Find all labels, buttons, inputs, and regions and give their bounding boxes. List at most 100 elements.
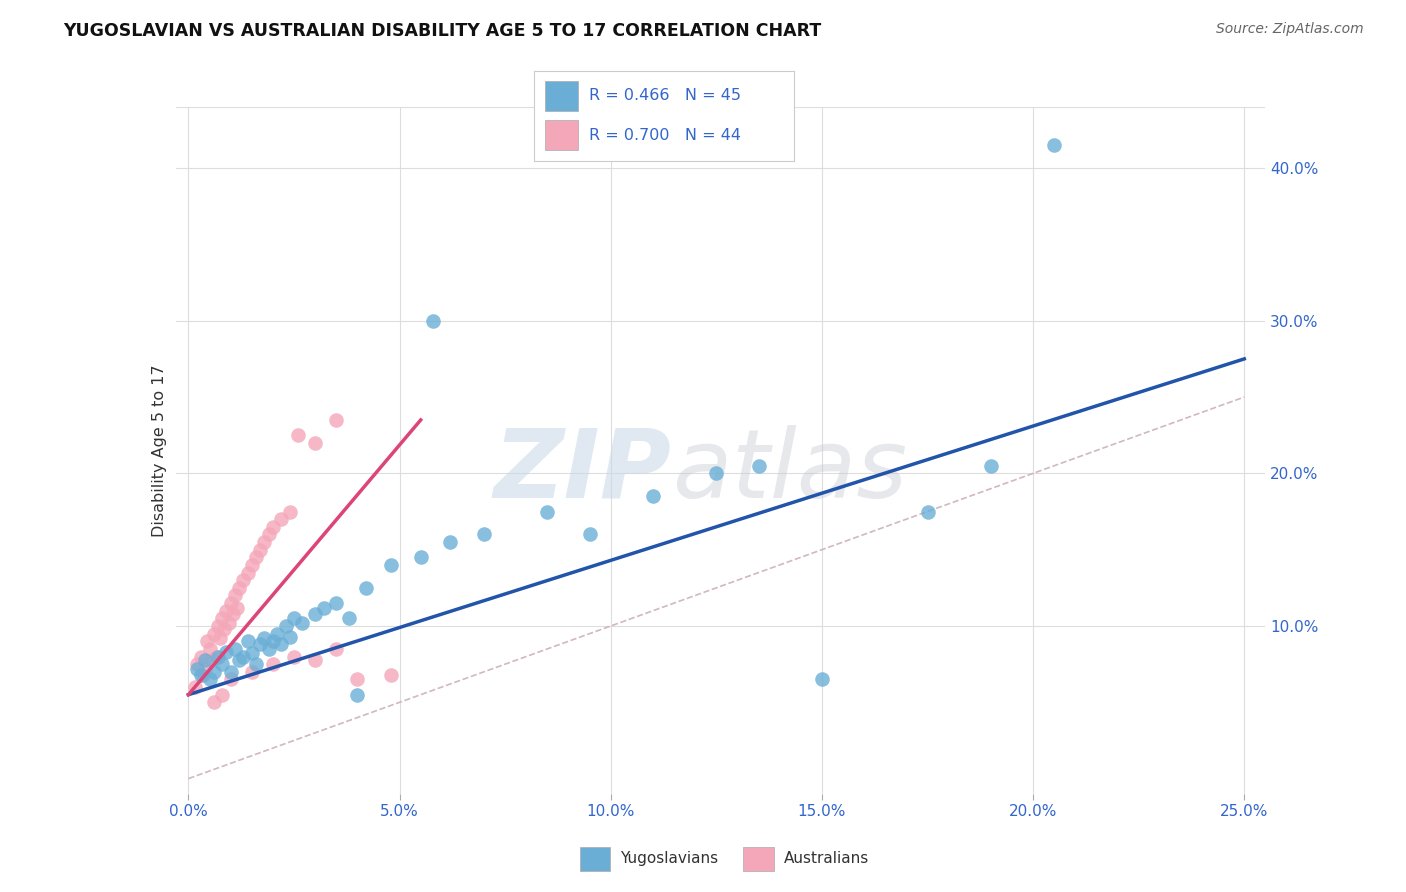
Point (240, 647, 263, 661)
Bar (544, 81, 578, 111)
Point (201, 652, 224, 666)
Point (184, 680, 207, 694)
Point (287, 428, 309, 442)
Point (219, 665, 242, 679)
Point (205, 649, 228, 664)
Point (380, 558, 402, 572)
Point (354, 581, 377, 595)
Point (274, 619, 297, 633)
Point (262, 520, 284, 534)
Text: R = 0.700   N = 44: R = 0.700 N = 44 (589, 128, 741, 143)
Point (240, 558, 263, 572)
Point (211, 657, 233, 672)
Point (1043, 138, 1066, 153)
Point (222, 607, 245, 621)
Point (266, 626, 288, 640)
Point (304, 607, 326, 621)
Point (262, 634, 284, 648)
Point (215, 604, 238, 618)
Point (283, 611, 305, 625)
Point (325, 413, 347, 427)
Point (304, 652, 326, 666)
Point (472, 527, 495, 541)
Point (236, 634, 259, 648)
Point (257, 641, 280, 656)
Bar (544, 120, 578, 150)
Point (304, 435, 326, 450)
Point (249, 542, 271, 557)
Point (209, 631, 232, 645)
Point (325, 641, 347, 656)
Point (193, 668, 215, 682)
Point (219, 673, 242, 687)
Point (245, 550, 267, 565)
Text: Source: ZipAtlas.com: Source: ZipAtlas.com (1216, 22, 1364, 37)
Point (283, 649, 305, 664)
Point (980, 458, 1002, 473)
Point (278, 630, 301, 644)
Bar (744, 847, 775, 871)
Point (346, 688, 368, 702)
Point (198, 641, 221, 656)
Point (641, 489, 664, 503)
Point (236, 566, 259, 580)
Point (228, 581, 250, 595)
Text: atlas: atlas (672, 425, 907, 517)
Point (215, 645, 238, 659)
Point (704, 467, 727, 481)
Point (262, 657, 284, 672)
Point (211, 611, 233, 625)
Point (249, 637, 271, 651)
Text: R = 0.466   N = 45: R = 0.466 N = 45 (589, 88, 741, 103)
Text: ZIP: ZIP (494, 425, 672, 517)
Point (253, 535, 276, 549)
Point (337, 611, 360, 625)
Point (197, 634, 219, 648)
Bar (579, 847, 610, 871)
Point (422, 314, 444, 328)
Point (325, 596, 347, 610)
Point (380, 668, 402, 682)
Point (186, 662, 208, 676)
Point (253, 631, 276, 645)
Point (202, 626, 225, 640)
Text: Australians: Australians (783, 851, 869, 866)
Point (224, 589, 246, 603)
Point (202, 695, 225, 709)
Point (226, 600, 249, 615)
Point (270, 512, 292, 526)
Y-axis label: Disability Age 5 to 17: Disability Age 5 to 17 (152, 364, 167, 537)
Point (270, 637, 292, 651)
Point (211, 688, 233, 702)
Point (198, 673, 221, 687)
Point (536, 504, 558, 518)
Point (291, 615, 314, 630)
Text: YUGOSLAVIAN VS AUSTRALIAN DISABILITY AGE 5 TO 17 CORRELATION CHART: YUGOSLAVIAN VS AUSTRALIAN DISABILITY AGE… (63, 22, 821, 40)
Point (194, 652, 217, 666)
Text: Yugoslavians: Yugoslavians (620, 851, 718, 866)
Point (207, 649, 229, 664)
Point (245, 657, 267, 672)
Point (748, 458, 770, 473)
Point (257, 527, 280, 541)
Point (219, 596, 242, 610)
Point (186, 657, 208, 672)
Point (214, 622, 236, 636)
Point (228, 652, 250, 666)
Point (218, 615, 240, 630)
Point (190, 668, 212, 682)
Point (232, 649, 254, 664)
Point (194, 662, 217, 676)
Point (346, 673, 368, 687)
Point (232, 573, 254, 587)
Point (409, 550, 432, 565)
Point (207, 619, 229, 633)
Point (917, 504, 939, 518)
Point (202, 665, 225, 679)
Point (224, 641, 246, 656)
Point (811, 673, 834, 687)
Point (312, 600, 335, 615)
Point (278, 504, 301, 518)
Point (439, 535, 461, 549)
Point (240, 665, 263, 679)
